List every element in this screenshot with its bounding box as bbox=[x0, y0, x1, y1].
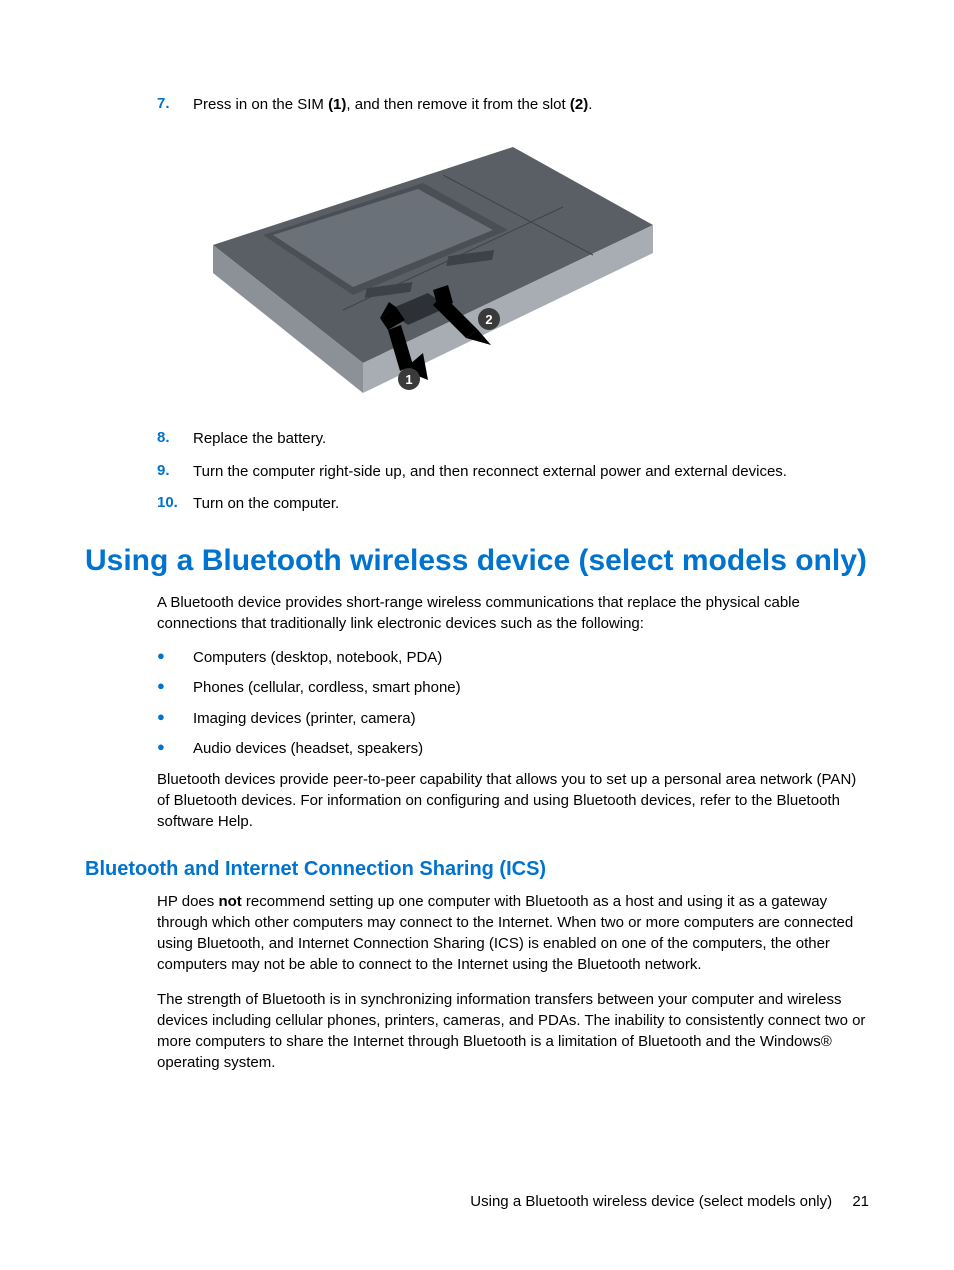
step-7: 7. Press in on the SIM (1), and then rem… bbox=[85, 95, 869, 115]
bullet-item: ● Computers (desktop, notebook, PDA) bbox=[85, 648, 869, 668]
bullet-icon: ● bbox=[157, 709, 193, 729]
laptop-illustration-icon: 1 2 bbox=[193, 135, 653, 405]
step-text: Turn on the computer. bbox=[193, 494, 339, 514]
figure-sim-removal: 1 2 bbox=[85, 135, 869, 405]
callout-2: 2 bbox=[478, 308, 500, 330]
bullet-item: ● Audio devices (headset, speakers) bbox=[85, 739, 869, 759]
bullet-text: Computers (desktop, notebook, PDA) bbox=[193, 648, 442, 668]
step-number: 8. bbox=[157, 429, 193, 449]
bullet-icon: ● bbox=[157, 648, 193, 668]
bullet-item: ● Phones (cellular, cordless, smart phon… bbox=[85, 678, 869, 698]
callout-1: 1 bbox=[398, 368, 420, 390]
section-heading: Using a Bluetooth wireless device (selec… bbox=[85, 544, 869, 578]
subsection-para-1: HP does not recommend setting up one com… bbox=[85, 891, 869, 975]
bullet-icon: ● bbox=[157, 678, 193, 698]
page-number: 21 bbox=[852, 1193, 869, 1210]
step-8: 8. Replace the battery. bbox=[85, 429, 869, 449]
document-page: 7. Press in on the SIM (1), and then rem… bbox=[0, 0, 954, 1270]
step-10: 10. Turn on the computer. bbox=[85, 494, 869, 514]
section-intro: A Bluetooth device provides short-range … bbox=[85, 592, 869, 634]
step-number: 9. bbox=[157, 462, 193, 482]
svg-text:1: 1 bbox=[405, 372, 412, 387]
section-after-bullets: Bluetooth devices provide peer-to-peer c… bbox=[85, 769, 869, 832]
bullet-item: ● Imaging devices (printer, camera) bbox=[85, 709, 869, 729]
step-9: 9. Turn the computer right-side up, and … bbox=[85, 462, 869, 482]
bullet-text: Imaging devices (printer, camera) bbox=[193, 709, 416, 729]
step-text: Turn the computer right-side up, and the… bbox=[193, 462, 787, 482]
subsection-para-2: The strength of Bluetooth is in synchron… bbox=[85, 989, 869, 1073]
svg-text:2: 2 bbox=[485, 312, 492, 327]
bullet-icon: ● bbox=[157, 739, 193, 759]
page-footer: Using a Bluetooth wireless device (selec… bbox=[470, 1193, 869, 1210]
bullet-text: Phones (cellular, cordless, smart phone) bbox=[193, 678, 461, 698]
step-text: Press in on the SIM (1), and then remove… bbox=[193, 95, 592, 115]
footer-text: Using a Bluetooth wireless device (selec… bbox=[470, 1193, 832, 1210]
subsection-heading: Bluetooth and Internet Connection Sharin… bbox=[85, 858, 869, 881]
step-number: 10. bbox=[157, 494, 193, 514]
bullet-text: Audio devices (headset, speakers) bbox=[193, 739, 423, 759]
step-number: 7. bbox=[157, 95, 193, 115]
step-text: Replace the battery. bbox=[193, 429, 326, 449]
